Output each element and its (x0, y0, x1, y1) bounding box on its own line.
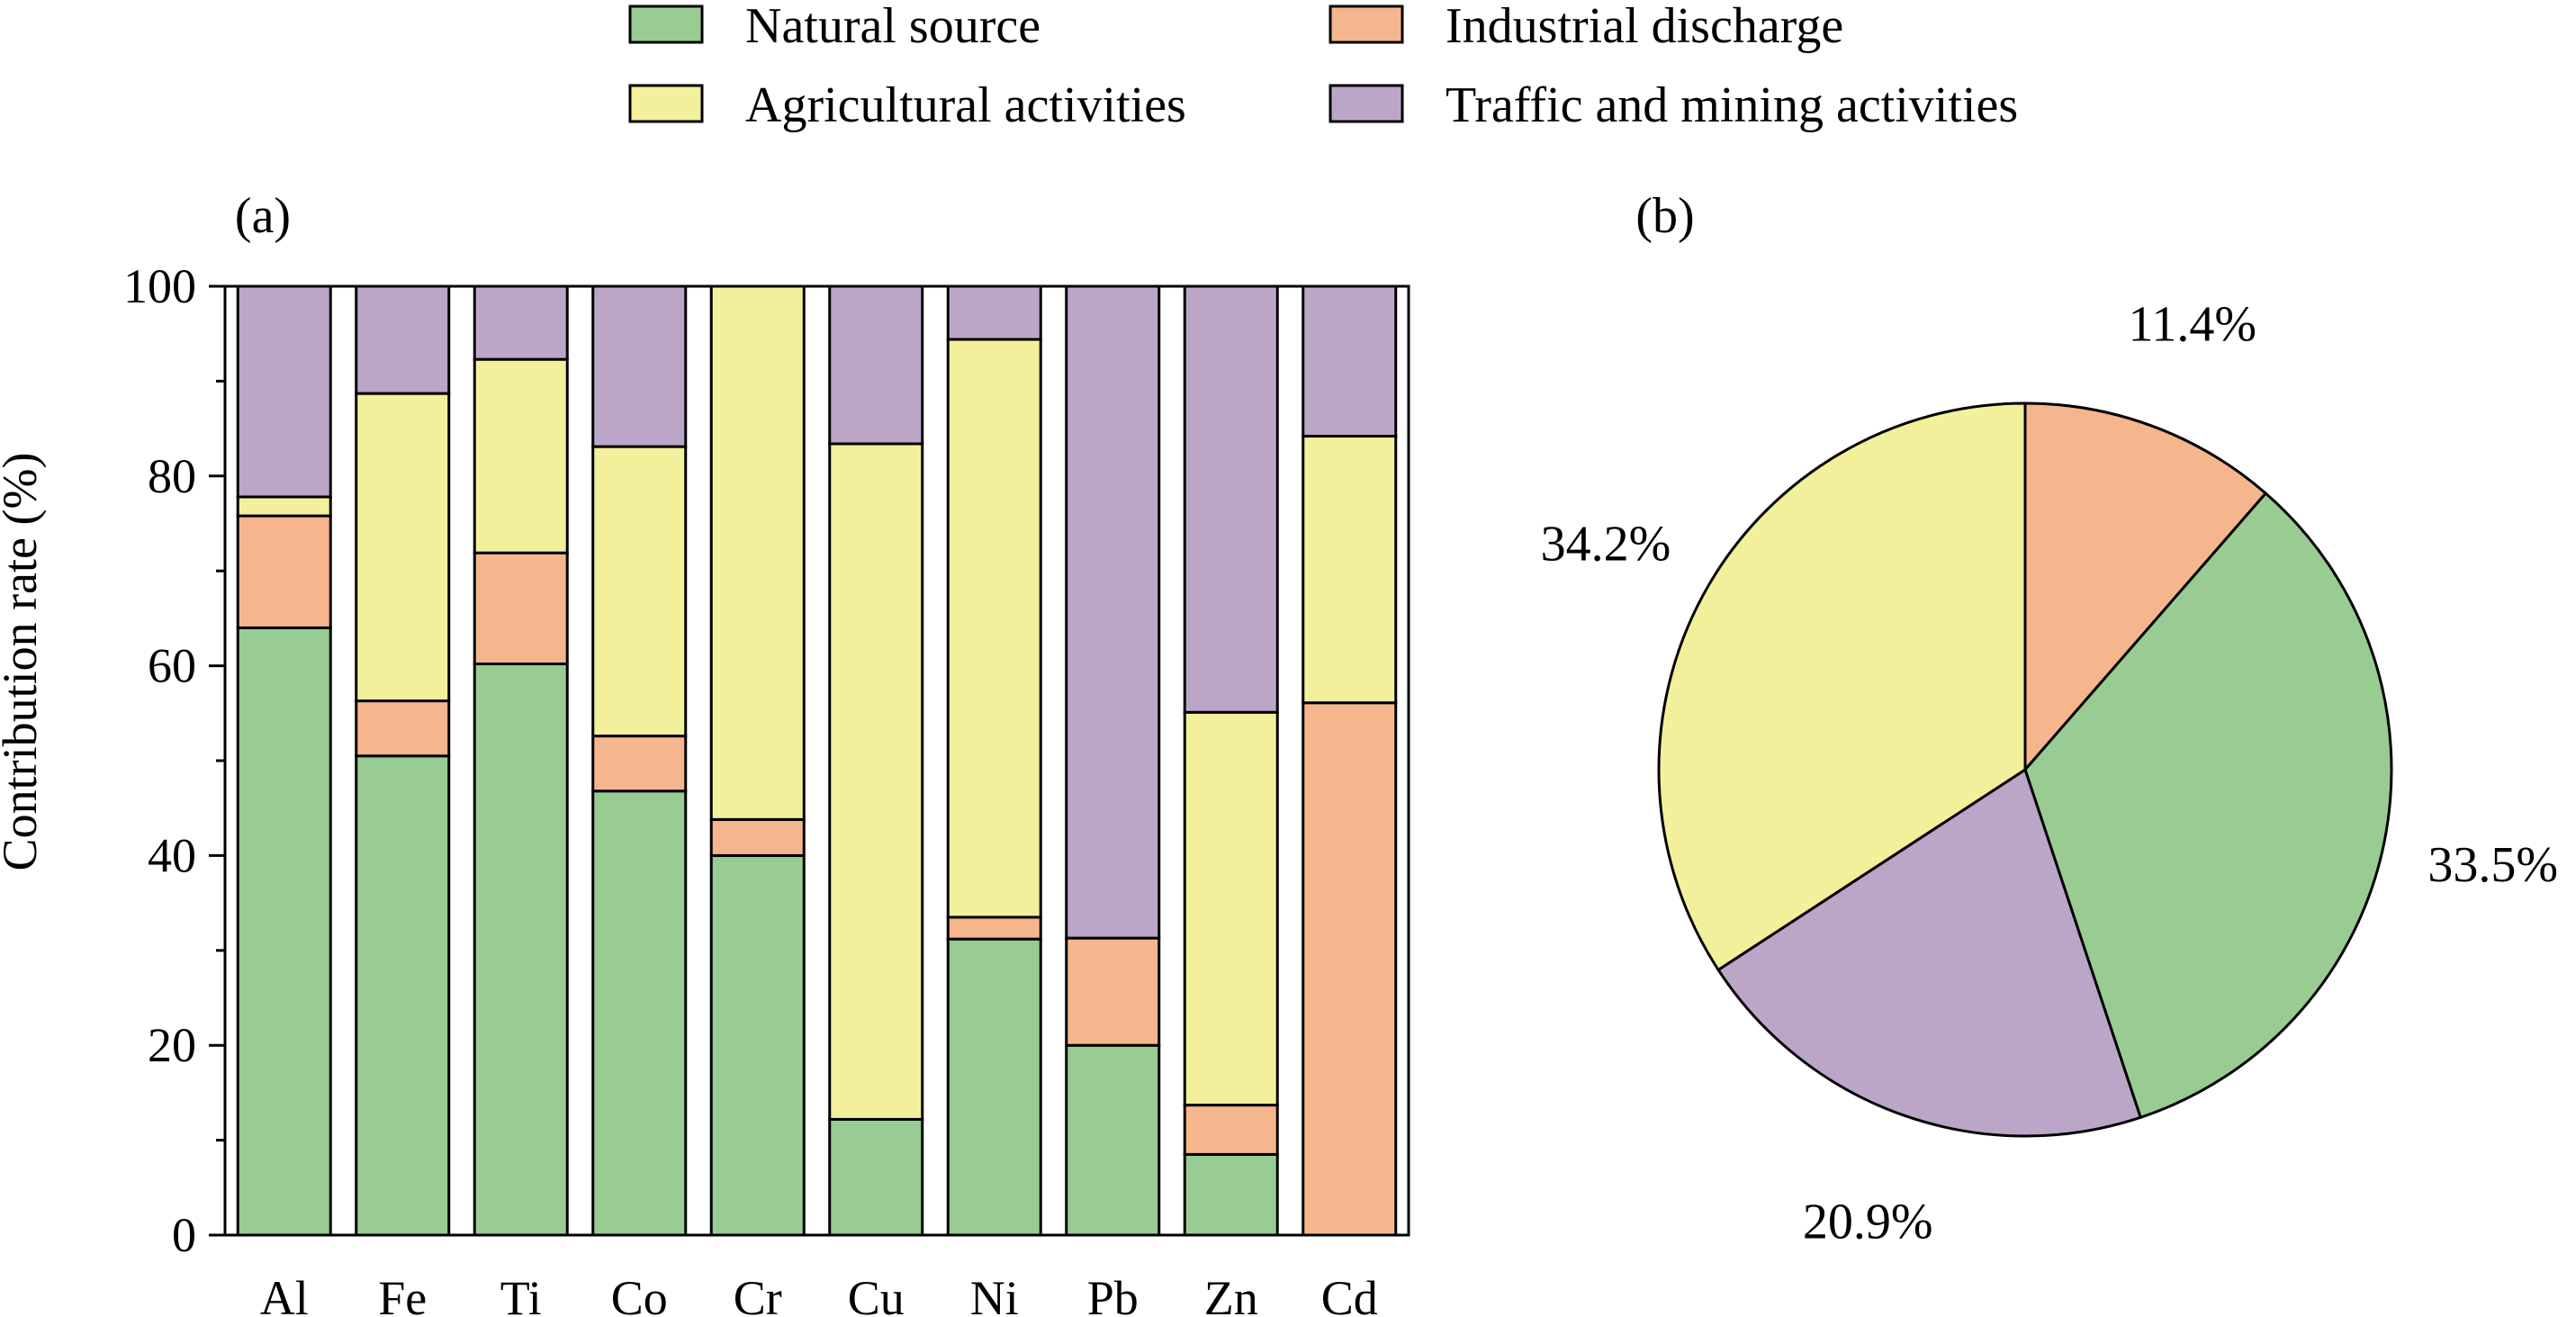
bar-co-agricultural-activities (591, 445, 688, 738)
x-tick-label-zn: Zn (1204, 1271, 1258, 1317)
bar-pb-traffic-and-mining-activities (1065, 284, 1161, 940)
x-tick-label-co: Co (611, 1271, 668, 1317)
bar-cu-natural-source (828, 1117, 924, 1237)
bar-al-industrial-discharge (236, 514, 332, 629)
pie-slice-traffic-and-mining-activities (1716, 767, 2143, 1138)
x-tick-label-cd: Cd (1321, 1271, 1378, 1317)
legend-label-natural-source: Natural source (745, 0, 1040, 54)
pie-marks: 11.4% 33.5% 20.9% 34.2% (1541, 297, 2558, 1250)
legend-swatch-agricultural-activities (628, 84, 704, 123)
pie-slice-natural-source (2023, 491, 2393, 1120)
legend: Natural source Industrial discharge Agricu… (628, 0, 2018, 133)
bar-axes: Al Fe Ti Co Cr Cu Ni Pb Zn Cd 0 20 40 60 80 100 (123, 259, 1410, 1317)
bar-fe-agricultural-activities (355, 392, 451, 703)
x-tick-label-cr: Cr (734, 1271, 782, 1317)
bar-chart-panel: (a) Al Fe Ti Co Cr Cu Ni Pb Zn Cd 0 20 40 60 80 100 Con… (0, 188, 1410, 1317)
bar-cr-natural-source (709, 853, 806, 1237)
bar-cd-traffic-and-mining-activities (1302, 284, 1398, 438)
bar-cd-industrial-discharge (1302, 701, 1398, 1237)
bar-al-agricultural-activities (236, 495, 332, 518)
bar-ni-agricultural-activities (946, 338, 1042, 919)
bar-co-natural-source (591, 789, 688, 1237)
bar-fe-natural-source (355, 754, 451, 1237)
x-tick-label-ti: Ti (500, 1271, 542, 1317)
bar-ni-industrial-discharge (946, 916, 1042, 941)
bar-zn-industrial-discharge (1183, 1104, 1279, 1156)
bar-ti-agricultural-activities (473, 357, 569, 555)
bar-co-traffic-and-mining-activities (591, 284, 688, 448)
bar-cd-agricultural-activities (1302, 435, 1398, 705)
bar-ti-natural-source (473, 662, 569, 1237)
bar-ni-traffic-and-mining-activities (946, 284, 1042, 341)
legend-swatch-natural-source (628, 5, 704, 44)
pie-label-industrial-discharge: 11.4% (2128, 297, 2256, 353)
bar-pb-natural-source (1065, 1043, 1161, 1237)
bar-cu-agricultural-activities (828, 442, 924, 1121)
panel-label-a: (a) (235, 188, 291, 244)
y-tick-label-40: 40 (148, 828, 196, 882)
bar-cr-agricultural-activities (709, 284, 806, 821)
legend-label-industrial-discharge: Industrial discharge (1446, 0, 1843, 54)
pie-slice-agricultural-activities (1657, 401, 2027, 972)
y-tick-label-0: 0 (172, 1208, 196, 1262)
y-tick-label-20: 20 (148, 1018, 196, 1072)
bar-ti-traffic-and-mining-activities (473, 284, 569, 361)
x-tick-label-fe: Fe (378, 1271, 427, 1317)
bar-al-natural-source (236, 626, 332, 1237)
bar-zn-natural-source (1183, 1152, 1279, 1237)
panel-label-b: (b) (1635, 188, 1694, 244)
legend-swatch-traffic-and-mining-activities (1329, 84, 1404, 123)
bar-marks (236, 284, 1398, 1237)
bar-zn-traffic-and-mining-activities (1183, 284, 1279, 714)
legend-swatch-industrial-discharge (1329, 5, 1404, 44)
x-tick-label-cu: Cu (848, 1271, 905, 1317)
y-tick-label-60: 60 (148, 639, 196, 693)
pie-label-traffic-and-mining-activities: 20.9% (1803, 1194, 1933, 1249)
bar-ni-natural-source (946, 937, 1042, 1237)
pie-slice-industrial-discharge (2023, 401, 2268, 774)
bar-fe-industrial-discharge (355, 699, 451, 758)
bar-ti-industrial-discharge (473, 551, 569, 665)
bar-cu-traffic-and-mining-activities (828, 284, 924, 446)
bar-zn-agricultural-activities (1183, 710, 1279, 1107)
y-axis-title: Contribution rate (%) (0, 453, 47, 871)
pie-label-agricultural-activities: 34.2% (1541, 517, 1671, 573)
y-tick-label-100: 100 (123, 259, 196, 313)
pie-chart-panel: (b) 11.4% 33.5% 20.9% 34.2% (1541, 188, 2558, 1249)
y-tick-label-80: 80 (148, 449, 196, 503)
legend-label-traffic-and-mining-activities: Traffic and mining activities (1446, 77, 2018, 133)
legend-label-agricultural-activities: Agricultural activities (745, 77, 1186, 133)
bar-cr-industrial-discharge (709, 817, 806, 857)
pie-label-natural-source: 33.5% (2427, 837, 2558, 893)
bar-fe-traffic-and-mining-activities (355, 284, 451, 395)
bar-al-traffic-and-mining-activities (236, 284, 332, 499)
x-tick-label-pb: Pb (1087, 1271, 1139, 1317)
bar-co-industrial-discharge (591, 735, 688, 793)
x-tick-label-al: Al (260, 1271, 309, 1317)
x-tick-label-ni: Ni (970, 1271, 1019, 1317)
bar-pb-industrial-discharge (1065, 936, 1161, 1047)
